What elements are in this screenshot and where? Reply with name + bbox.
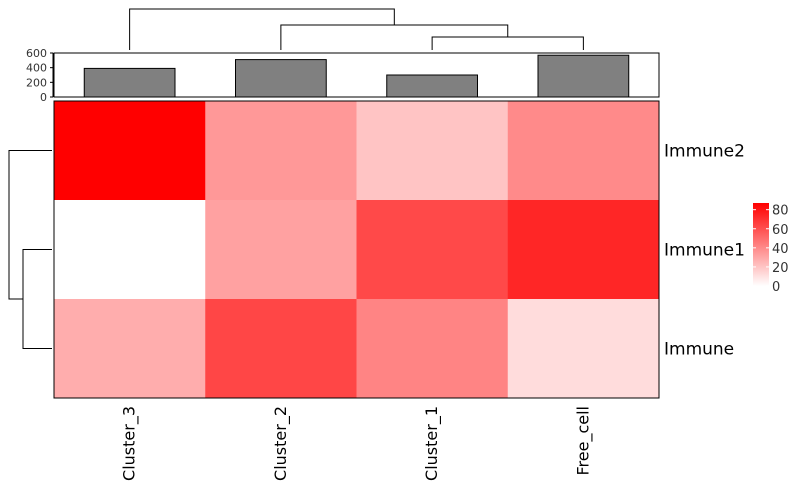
- heat-cell: [507, 200, 660, 300]
- heat-cell: [54, 101, 206, 201]
- bar: [537, 54, 630, 98]
- bar-panel-border: [53, 52, 660, 98]
- color-legend: 80 60 40 20 0: [753, 203, 789, 295]
- column-dendrogram: [129, 8, 584, 50]
- legend-tick-label: 40: [772, 242, 789, 257]
- column-label: Cluster_3: [120, 406, 140, 481]
- heatmap-grid: [53, 100, 660, 399]
- legend-colorbar: [753, 203, 769, 286]
- column-label: Free_cell: [573, 406, 593, 475]
- row-label: Immune: [664, 340, 734, 360]
- heat-cell: [205, 299, 357, 399]
- bar-axis-tick-label: 600: [26, 47, 47, 60]
- row-dendrogram: [8, 150, 52, 349]
- heat-cell: [507, 101, 660, 201]
- legend-tick-label: 80: [772, 204, 789, 219]
- legend-tick-label: 0: [772, 280, 780, 295]
- heat-cell: [54, 200, 206, 300]
- column-label: Cluster_1: [422, 406, 442, 481]
- heat-cell: [356, 200, 509, 300]
- heat-cell: [205, 101, 357, 201]
- column-dendrogram-branches: [129, 8, 584, 50]
- bar-axis-tick-label: 200: [26, 76, 47, 89]
- legend-tick-label: 60: [772, 223, 789, 238]
- bar: [235, 59, 327, 98]
- row-label: Immune2: [664, 142, 745, 162]
- heat-cell: [54, 299, 206, 399]
- bar: [386, 74, 478, 98]
- heat-cell: [205, 200, 357, 300]
- row-labels: Immune2 Immune1 Immune: [664, 142, 745, 360]
- heat-cell: [507, 299, 660, 399]
- bar-axis-tick-label: 400: [26, 62, 47, 75]
- row-label: Immune1: [664, 241, 745, 261]
- row-dendrogram-branches: [8, 150, 52, 349]
- heat-cell: [356, 101, 509, 201]
- heatmap-border: [53, 100, 660, 399]
- column-labels: Cluster_3 Cluster_2 Cluster_1 Free_cell: [120, 406, 594, 481]
- bar: [83, 67, 176, 98]
- column-label: Cluster_2: [271, 406, 291, 481]
- legend-tick-label: 20: [772, 261, 789, 276]
- bar-axis-tick-label: 0: [40, 91, 47, 104]
- heat-cell: [356, 299, 509, 399]
